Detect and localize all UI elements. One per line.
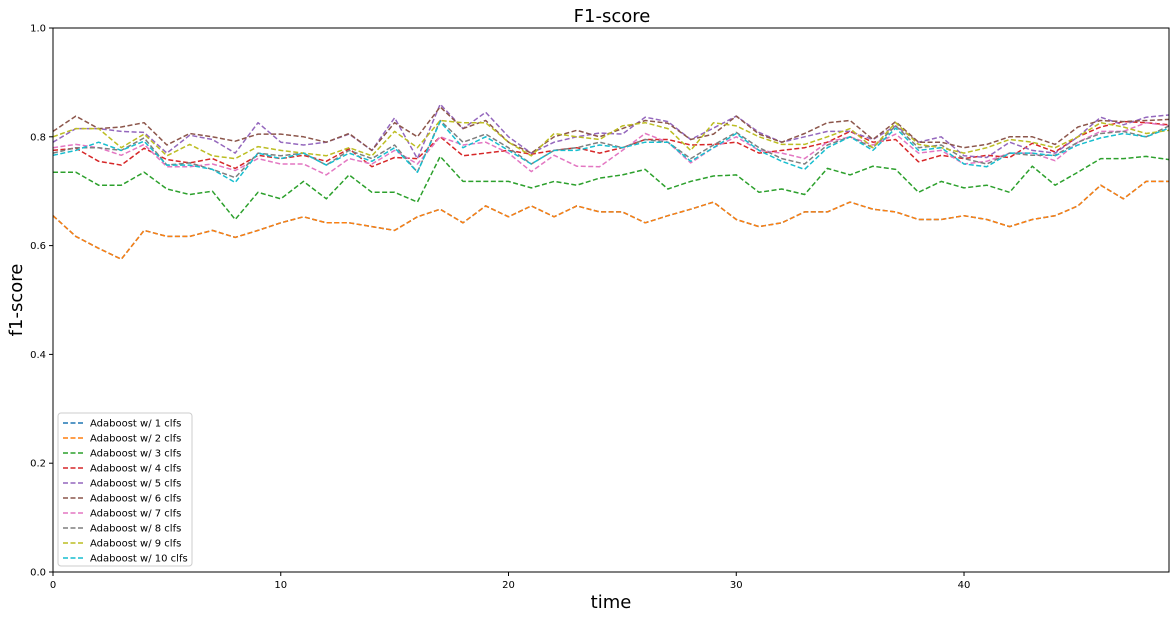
series-line-5 [52,103,1170,160]
y-tick-label: 0.0 [30,568,46,579]
series-line-2 [52,180,1169,260]
legend-label: Adaboost w/ 1 clfs [90,419,181,430]
x-tick-label: 10 [274,580,287,591]
x-tick-label: 30 [730,580,743,591]
series-line-9 [52,119,1170,160]
chart-title: F1-score [574,6,651,27]
legend-items: Adaboost w/ 1 clfs Adaboost w/ 2 clfs Adab… [63,419,188,565]
y-tick-label: 0.8 [30,132,46,143]
x-tick-label: 40 [958,580,971,591]
legend-label: Adaboost w/ 6 clfs [90,494,181,505]
legend-label: Adaboost w/ 10 clfs [90,554,188,565]
y-tick-label: 0.2 [30,459,46,470]
y-axis-label: f1-score [6,264,27,337]
y-tick-label: 1.0 [30,24,46,35]
legend-label: Adaboost w/ 8 clfs [90,524,181,535]
x-axis-ticks: 0 10 20 30 40 [50,572,971,591]
series-line-6 [52,106,1170,154]
legend-label: Adaboost w/ 3 clfs [90,449,181,460]
series-line-4 [52,120,1170,170]
series-layer [52,103,1170,260]
axes-frame [52,27,1170,573]
legend-label: Adaboost w/ 9 clfs [90,539,181,550]
y-tick-label: 0.6 [30,241,46,252]
series-line-7 [52,121,1170,176]
legend-label: Adaboost w/ 4 clfs [90,464,181,475]
series-line-3 [53,155,1170,221]
x-tick-label: 0 [50,580,56,591]
legend: Adaboost w/ 1 clfs Adaboost w/ 2 clfs Adab… [57,412,193,567]
legend-label: Adaboost w/ 7 clfs [90,509,181,520]
legend-label: Adaboost w/ 5 clfs [90,479,181,490]
legend-box [57,412,193,567]
y-axis-ticks: 0.0 0.2 0.4 0.6 0.8 1.0 [30,24,53,579]
y-tick-label: 0.4 [30,350,46,361]
x-tick-label: 20 [502,580,515,591]
series-line-10 [52,120,1170,184]
series-line-1 [52,180,1169,260]
plot-area: 0 10 20 30 40 0.0 0.2 0.4 0.6 0.8 1.0 [30,24,1170,591]
legend-label: Adaboost w/ 2 clfs [90,434,181,445]
series-line-8 [52,119,1170,179]
x-axis-label: time [591,592,632,613]
